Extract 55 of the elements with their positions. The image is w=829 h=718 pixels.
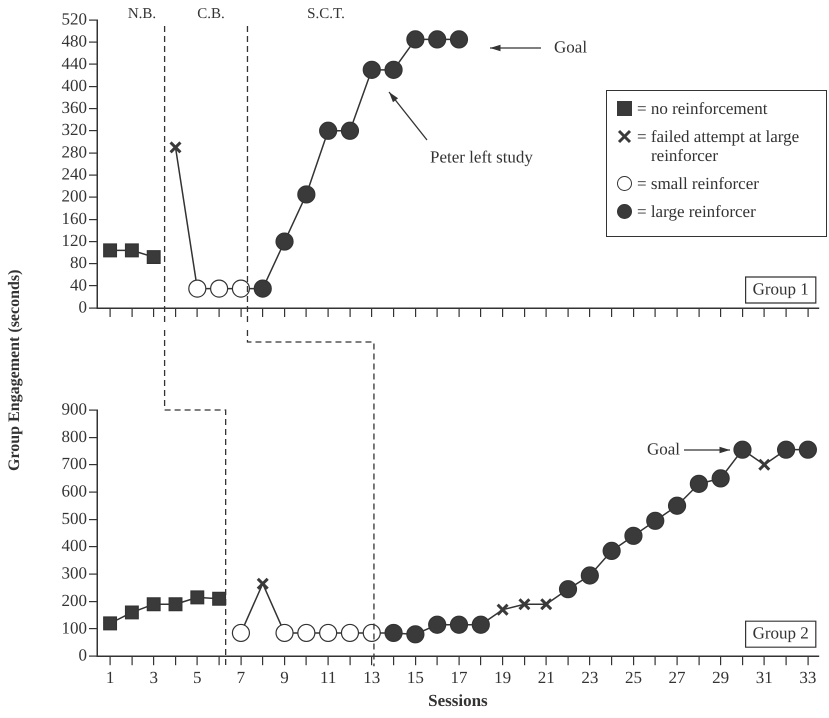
- y-tick-label: 480: [62, 32, 87, 51]
- y-tick-label: 360: [62, 98, 87, 118]
- annotation: Goal: [646, 439, 680, 458]
- y-tick-label: 240: [62, 164, 87, 184]
- x-axis-title: Sessions: [428, 691, 488, 710]
- y-tick-label: 0: [78, 297, 87, 316]
- y-tick-label: 320: [62, 120, 87, 140]
- x-tick-label: 11: [320, 668, 336, 687]
- x-tick-label: 23: [581, 668, 598, 687]
- annotation: N.B.: [128, 6, 156, 22]
- y-tick-label: 600: [62, 482, 87, 501]
- y-tick-label: 80: [70, 253, 87, 272]
- y-tick-label: 40: [70, 275, 87, 294]
- x-tick-label: 31: [756, 668, 773, 687]
- legend-label: = failed attempt at large reinforcer: [637, 127, 800, 165]
- y-tick-label: 200: [62, 186, 87, 206]
- x-tick-label: 33: [799, 668, 816, 687]
- x-tick-label: 5: [193, 668, 202, 687]
- legend-label: = large reinforcer: [637, 202, 756, 221]
- annotation: Group 2: [752, 624, 809, 643]
- y-tick-label: 800: [62, 426, 87, 446]
- y-tick-label: 440: [62, 54, 87, 73]
- annotation: Goal: [554, 37, 588, 56]
- x-tick-label: 13: [363, 668, 380, 687]
- annotation: C.B.: [197, 6, 225, 22]
- y-tick-label: 160: [62, 208, 87, 228]
- y-tick-label: 120: [62, 231, 87, 250]
- x-tick-label: 21: [538, 668, 555, 687]
- y-tick-label: 900: [62, 399, 87, 418]
- annotation: S.C.T.: [307, 6, 345, 22]
- annotation: Peter left study: [430, 147, 534, 166]
- y-tick-label: 500: [62, 508, 87, 528]
- x-tick-label: 19: [494, 668, 512, 687]
- x-tick-label: 15: [406, 668, 424, 687]
- y-tick-label: 0: [78, 646, 87, 665]
- x-tick-label: 27: [668, 668, 686, 687]
- y-tick-label: 200: [62, 590, 87, 610]
- y-tick-label: 100: [62, 618, 87, 638]
- y-tick-label: 300: [62, 564, 87, 583]
- x-tick-label: 9: [280, 668, 289, 687]
- legend-label: = no reinforcement: [637, 99, 768, 118]
- legend-label: = small reinforcer: [637, 174, 759, 193]
- x-tick-label: 29: [712, 668, 730, 687]
- y-tick-label: 400: [62, 76, 87, 95]
- x-tick-label: 25: [624, 668, 642, 687]
- y-tick-label: 700: [62, 454, 87, 474]
- x-tick-label: 1: [106, 668, 114, 687]
- x-tick-label: 17: [450, 668, 468, 687]
- y-axis-title: Group Engagement (seconds): [6, 268, 24, 473]
- x-tick-label: 7: [236, 668, 246, 687]
- y-tick-label: 520: [62, 9, 87, 28]
- x-tick-label: 3: [149, 668, 158, 687]
- y-tick-label: 400: [62, 536, 87, 556]
- y-tick-label: 280: [62, 142, 87, 162]
- annotation: Group 1: [752, 279, 809, 298]
